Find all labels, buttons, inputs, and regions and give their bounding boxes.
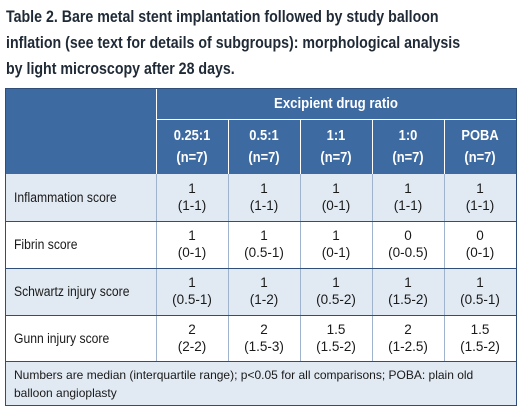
- table-cell: 2 (2-2): [177, 322, 207, 354]
- table-cell: 1 (0-1): [177, 228, 207, 260]
- table-cell: 0 (0-1): [465, 228, 495, 260]
- table-cell: 1.5 (1.5-2): [460, 322, 500, 354]
- table-cell: 1 (0.5-2): [316, 275, 356, 307]
- table-cell: 0 (0-0.5): [388, 228, 428, 260]
- table-header: [6, 89, 516, 174]
- caption-line-2: inflation (see text for details of subgr…: [6, 34, 461, 52]
- row-divider: [6, 221, 516, 222]
- table-cell: 1 (0-1): [321, 228, 351, 260]
- table-cell: 1 (1-1): [393, 181, 423, 213]
- column-header-0.25-1: 0.25:1 (n=7): [173, 127, 211, 166]
- table-footnote: Numbers are median (interquartile range)…: [6, 362, 516, 405]
- table-row-inflammation: Inflammation score 1 (1-1) 1 (1-1) 1 (0-1) …: [6, 174, 516, 221]
- row-label: Schwartz injury score: [14, 284, 130, 299]
- footnote-line-2: balloon angioplasty: [14, 386, 117, 400]
- table-row-gunn: Gunn injury score 2 (2-2) 2 (1.5-3) 1.5 (1.…: [6, 315, 516, 362]
- row-label: Inflammation score: [14, 190, 117, 205]
- row-divider: [6, 268, 516, 269]
- row-label: Fibrin score: [14, 237, 78, 252]
- column-header-1-0: 1:0 (n=7): [392, 127, 424, 166]
- table-cell: 2 (1.5-3): [244, 322, 284, 354]
- table-cell: 1.5 (1.5-2): [316, 322, 356, 354]
- table-cell: 1 (1-2): [249, 275, 279, 307]
- row-divider: [6, 315, 516, 316]
- table-cell: 1 (0.5-1): [172, 275, 212, 307]
- group-header-excipient-drug-ratio: Excipient drug ratio: [274, 95, 398, 112]
- column-header-poba: POBA (n=7): [461, 127, 499, 166]
- table-cell: 1 (1-1): [177, 181, 207, 213]
- row-divider: [6, 361, 516, 362]
- caption-line-1: Table 2. Bare metal stent implantation f…: [6, 8, 439, 26]
- table-caption: Table 2. Bare metal stent implantation f…: [6, 4, 461, 82]
- header-vline: [372, 120, 373, 174]
- caption-line-3: by light microscopy after 28 days.: [6, 60, 235, 78]
- table-row-fibrin: Fibrin score 1 (0-1) 1 (0.5-1) 1 (0-1) 0 (0-…: [6, 221, 516, 268]
- row-label: Gunn injury score: [14, 331, 110, 346]
- table-cell: 1 (1-1): [465, 181, 495, 213]
- table-cell: 1 (0-1): [321, 181, 351, 213]
- header-vline: [444, 120, 445, 174]
- table-cell: 1 (1.5-2): [388, 275, 428, 307]
- table-cell: 1 (1-1): [249, 181, 279, 213]
- table-cell: 2 (1-2.5): [388, 322, 428, 354]
- column-header-1-1: 1:1 (n=7): [320, 127, 352, 166]
- footnote-line-1: Numbers are median (interquartile range)…: [14, 368, 474, 382]
- table-cell: 1 (0.5-1): [460, 275, 500, 307]
- results-table: Excipient drug ratio 0.25:1 (n=7) 0.5:1 (n…: [5, 88, 517, 406]
- header-vline: [300, 120, 301, 174]
- header-divider: [156, 119, 516, 120]
- table-row-schwartz: Schwartz injury score 1 (0.5-1) 1 (1-2) 1(…: [6, 268, 516, 315]
- table-cell: 1 (0.5-1): [244, 228, 284, 260]
- column-header-0.5-1: 0.5:1 (n=7): [248, 127, 280, 166]
- header-vline: [156, 89, 157, 174]
- header-vline: [228, 120, 229, 174]
